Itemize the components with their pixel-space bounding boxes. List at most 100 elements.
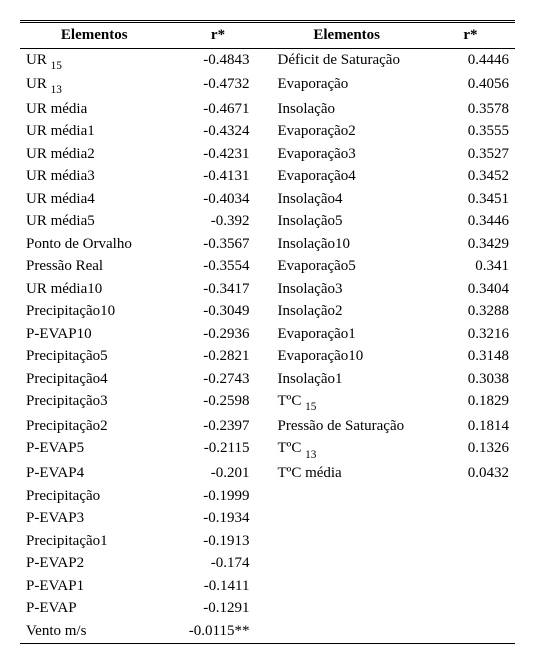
table-header-row: Elementos r* Elementos r*	[20, 22, 515, 49]
right-element-value: 0.3429	[426, 233, 515, 256]
left-element-value: -0.2936	[169, 323, 268, 346]
table-row: Ponto de Orvalho-0.3567Insolação100.3429	[20, 233, 515, 256]
right-element-label	[268, 485, 426, 508]
right-element-label: Evaporação5	[268, 256, 426, 279]
right-element-value: 0.3038	[426, 368, 515, 391]
correlation-table: Elementos r* Elementos r* UR 15-0.4843Dé…	[20, 20, 515, 644]
table-row: Precipitação10-0.3049Insolação20.3288	[20, 301, 515, 324]
left-element-value: -0.2397	[169, 415, 268, 438]
right-element-label	[268, 508, 426, 531]
left-element-value: -0.2743	[169, 368, 268, 391]
right-element-value: 0.1326	[426, 438, 515, 463]
right-element-value: 0.3451	[426, 188, 515, 211]
table-row: UR média5-0.392Insolação50.3446	[20, 211, 515, 234]
table-row: P-EVAP2-0.174	[20, 553, 515, 576]
right-element-value	[426, 620, 515, 643]
left-element-label: P-EVAP3	[20, 508, 169, 531]
right-element-value: 0.3452	[426, 166, 515, 189]
right-element-value: 0.341	[426, 256, 515, 279]
left-element-label: Precipitação4	[20, 368, 169, 391]
left-element-value: -0.1411	[169, 575, 268, 598]
table-row: Precipitação5-0.2821Evaporação100.3148	[20, 346, 515, 369]
table-row: Precipitação3-0.2598TºC 150.1829	[20, 391, 515, 416]
left-element-value: -0.3554	[169, 256, 268, 279]
right-element-label	[268, 553, 426, 576]
table-row: UR média-0.4671Insolação0.3578	[20, 98, 515, 121]
left-element-label: P-EVAP2	[20, 553, 169, 576]
table-row: UR média10-0.3417Insolação30.3404	[20, 278, 515, 301]
left-element-value: -0.3049	[169, 301, 268, 324]
right-element-label: TºC 13	[268, 438, 426, 463]
left-element-label: P-EVAP5	[20, 438, 169, 463]
header-left-value: r*	[169, 22, 268, 49]
right-element-value: 0.3148	[426, 346, 515, 369]
left-element-value: -0.2598	[169, 391, 268, 416]
right-element-value: 0.3288	[426, 301, 515, 324]
table-row: Pressão Real-0.3554Evaporação50.341	[20, 256, 515, 279]
table-row: P-EVAP1-0.1411	[20, 575, 515, 598]
left-element-label: Ponto de Orvalho	[20, 233, 169, 256]
left-element-value: -0.3417	[169, 278, 268, 301]
left-element-value: -0.1999	[169, 485, 268, 508]
right-element-value: 0.0432	[426, 463, 515, 486]
table-row: UR 15-0.4843Déficit de Saturação0.4446	[20, 49, 515, 74]
left-element-value: -0.4843	[169, 49, 268, 74]
right-element-value	[426, 485, 515, 508]
left-element-label: UR média1	[20, 121, 169, 144]
left-element-value: -0.1291	[169, 598, 268, 621]
right-element-label	[268, 598, 426, 621]
left-element-label: UR 15	[20, 49, 169, 74]
right-element-value: 0.3578	[426, 98, 515, 121]
header-right-label: Elementos	[268, 22, 426, 49]
left-element-value: -0.2821	[169, 346, 268, 369]
left-element-label: Vento m/s	[20, 620, 169, 643]
left-element-label: UR média	[20, 98, 169, 121]
right-element-label: TºC média	[268, 463, 426, 486]
table-body: UR 15-0.4843Déficit de Saturação0.4446UR…	[20, 49, 515, 644]
right-element-value: 0.1814	[426, 415, 515, 438]
right-element-label: Insolação2	[268, 301, 426, 324]
left-element-label: P-EVAP4	[20, 463, 169, 486]
right-element-value: 0.1829	[426, 391, 515, 416]
header-left-label: Elementos	[20, 22, 169, 49]
right-element-value	[426, 508, 515, 531]
table-row: Precipitação1-0.1913	[20, 530, 515, 553]
right-element-label: Evaporação3	[268, 143, 426, 166]
left-element-label: Precipitação	[20, 485, 169, 508]
left-element-value: -0.201	[169, 463, 268, 486]
table-row: UR média4-0.4034Insolação40.3451	[20, 188, 515, 211]
table-row: Precipitação-0.1999	[20, 485, 515, 508]
table-row: UR média1-0.4324Evaporação20.3555	[20, 121, 515, 144]
table-row: Vento m/s-0.0115**	[20, 620, 515, 643]
table-row: P-EVAP4-0.201TºC média0.0432	[20, 463, 515, 486]
correlation-table-container: Elementos r* Elementos r* UR 15-0.4843Dé…	[20, 20, 515, 644]
right-element-label: Insolação1	[268, 368, 426, 391]
right-element-value	[426, 575, 515, 598]
left-element-label: Precipitação5	[20, 346, 169, 369]
table-row: P-EVAP3-0.1934	[20, 508, 515, 531]
right-element-value: 0.3404	[426, 278, 515, 301]
left-element-label: P-EVAP1	[20, 575, 169, 598]
left-element-value: -0.174	[169, 553, 268, 576]
right-element-label: Evaporação1	[268, 323, 426, 346]
table-row: P-EVAP10-0.2936Evaporação10.3216	[20, 323, 515, 346]
left-element-value: -0.2115	[169, 438, 268, 463]
right-element-label: Insolação4	[268, 188, 426, 211]
left-element-value: -0.1913	[169, 530, 268, 553]
left-element-value: -0.4324	[169, 121, 268, 144]
right-element-label: Pressão de Saturação	[268, 415, 426, 438]
right-element-label: TºC 15	[268, 391, 426, 416]
table-row: UR média3-0.4131Evaporação40.3452	[20, 166, 515, 189]
left-element-label: Pressão Real	[20, 256, 169, 279]
left-element-value: -0.1934	[169, 508, 268, 531]
right-element-label: Insolação	[268, 98, 426, 121]
right-element-value: 0.3527	[426, 143, 515, 166]
right-element-label: Evaporação	[268, 74, 426, 99]
left-element-value: -0.392	[169, 211, 268, 234]
table-row: Precipitação2-0.2397Pressão de Saturação…	[20, 415, 515, 438]
right-element-value: 0.4446	[426, 49, 515, 74]
right-element-label	[268, 620, 426, 643]
right-element-label: Evaporação2	[268, 121, 426, 144]
left-element-label: P-EVAP	[20, 598, 169, 621]
left-element-label: P-EVAP10	[20, 323, 169, 346]
